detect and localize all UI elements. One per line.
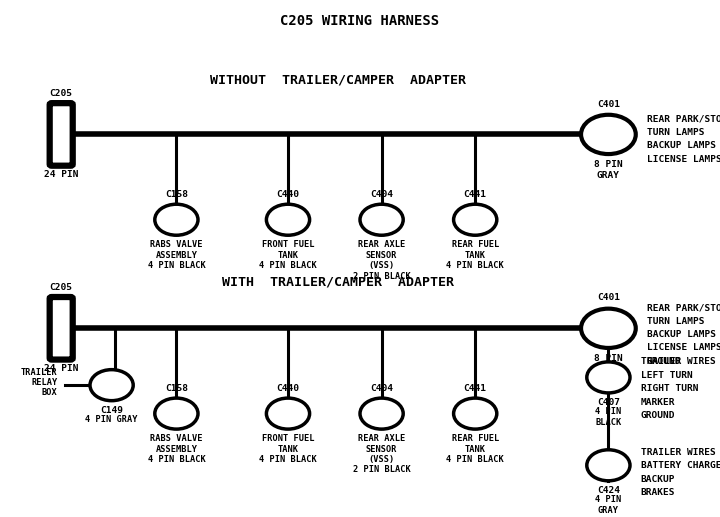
Circle shape [360,204,403,235]
Text: BRAKES: BRAKES [641,488,675,497]
Circle shape [155,398,198,429]
Text: 8 PIN
GRAY: 8 PIN GRAY [594,160,623,180]
FancyBboxPatch shape [50,297,73,360]
Text: C158: C158 [165,384,188,393]
Text: 4 PIN
BLACK: 4 PIN BLACK [595,407,621,427]
Circle shape [155,204,198,235]
Text: REAR FUEL
TANK
4 PIN BLACK: REAR FUEL TANK 4 PIN BLACK [446,434,504,464]
Text: REAR AXLE
SENSOR
(VSS)
2 PIN BLACK: REAR AXLE SENSOR (VSS) 2 PIN BLACK [353,434,410,475]
Text: C158: C158 [165,190,188,199]
Text: GROUND: GROUND [647,357,681,366]
Circle shape [581,115,636,154]
Circle shape [360,398,403,429]
Text: REAR PARK/STOP: REAR PARK/STOP [647,303,720,312]
Text: C404: C404 [370,190,393,199]
Text: C205: C205 [50,89,73,98]
Text: C404: C404 [370,384,393,393]
Text: 4 PIN
GRAY: 4 PIN GRAY [595,495,621,515]
Text: 4 PIN GRAY: 4 PIN GRAY [86,415,138,424]
Text: TURN LAMPS: TURN LAMPS [647,316,704,326]
Text: RABS VALVE
ASSEMBLY
4 PIN BLACK: RABS VALVE ASSEMBLY 4 PIN BLACK [148,240,205,270]
Text: REAR FUEL
TANK
4 PIN BLACK: REAR FUEL TANK 4 PIN BLACK [446,240,504,270]
FancyBboxPatch shape [50,103,73,165]
Circle shape [587,362,630,393]
Text: FRONT FUEL
TANK
4 PIN BLACK: FRONT FUEL TANK 4 PIN BLACK [259,434,317,464]
Circle shape [266,398,310,429]
Text: 24 PIN: 24 PIN [44,364,78,373]
Text: BATTERY CHARGE: BATTERY CHARGE [641,461,720,470]
Text: C441: C441 [464,190,487,199]
Text: TRAILER
RELAY
BOX: TRAILER RELAY BOX [21,368,58,398]
Text: C441: C441 [464,384,487,393]
Text: RABS VALVE
ASSEMBLY
4 PIN BLACK: RABS VALVE ASSEMBLY 4 PIN BLACK [148,434,205,464]
Text: RIGHT TURN: RIGHT TURN [641,384,698,393]
Circle shape [587,450,630,481]
Text: C205 WIRING HARNESS: C205 WIRING HARNESS [280,13,440,28]
Text: GROUND: GROUND [641,411,675,420]
Text: BACKUP: BACKUP [641,475,675,484]
Text: WITHOUT  TRAILER/CAMPER  ADAPTER: WITHOUT TRAILER/CAMPER ADAPTER [210,73,467,87]
Text: C401: C401 [597,100,620,109]
Text: LEFT TURN: LEFT TURN [641,371,693,380]
Text: 24 PIN: 24 PIN [44,171,78,179]
Text: C205: C205 [50,283,73,292]
Circle shape [454,204,497,235]
Text: REAR AXLE
SENSOR
(VSS)
2 PIN BLACK: REAR AXLE SENSOR (VSS) 2 PIN BLACK [353,240,410,281]
Text: C407: C407 [597,398,620,407]
Text: TRAILER WIRES: TRAILER WIRES [641,448,716,457]
Text: REAR PARK/STOP: REAR PARK/STOP [647,114,720,124]
Text: C424: C424 [597,486,620,495]
Text: C401: C401 [597,294,620,302]
Text: FRONT FUEL
TANK
4 PIN BLACK: FRONT FUEL TANK 4 PIN BLACK [259,240,317,270]
Circle shape [90,370,133,401]
Text: BACKUP LAMPS: BACKUP LAMPS [647,330,716,339]
Text: C149: C149 [100,406,123,415]
Circle shape [266,204,310,235]
Text: WITH  TRAILER/CAMPER  ADAPTER: WITH TRAILER/CAMPER ADAPTER [222,275,454,288]
Text: MARKER: MARKER [641,398,675,407]
Text: TURN LAMPS: TURN LAMPS [647,128,704,137]
Text: LICENSE LAMPS: LICENSE LAMPS [647,343,720,353]
Text: C440: C440 [276,384,300,393]
Text: LICENSE LAMPS: LICENSE LAMPS [647,155,720,164]
Text: TRAILER WIRES: TRAILER WIRES [641,357,716,367]
Text: 8 PIN
GRAY: 8 PIN GRAY [594,354,623,374]
Circle shape [581,309,636,348]
Circle shape [454,398,497,429]
Text: BACKUP LAMPS: BACKUP LAMPS [647,141,716,150]
Text: C440: C440 [276,190,300,199]
